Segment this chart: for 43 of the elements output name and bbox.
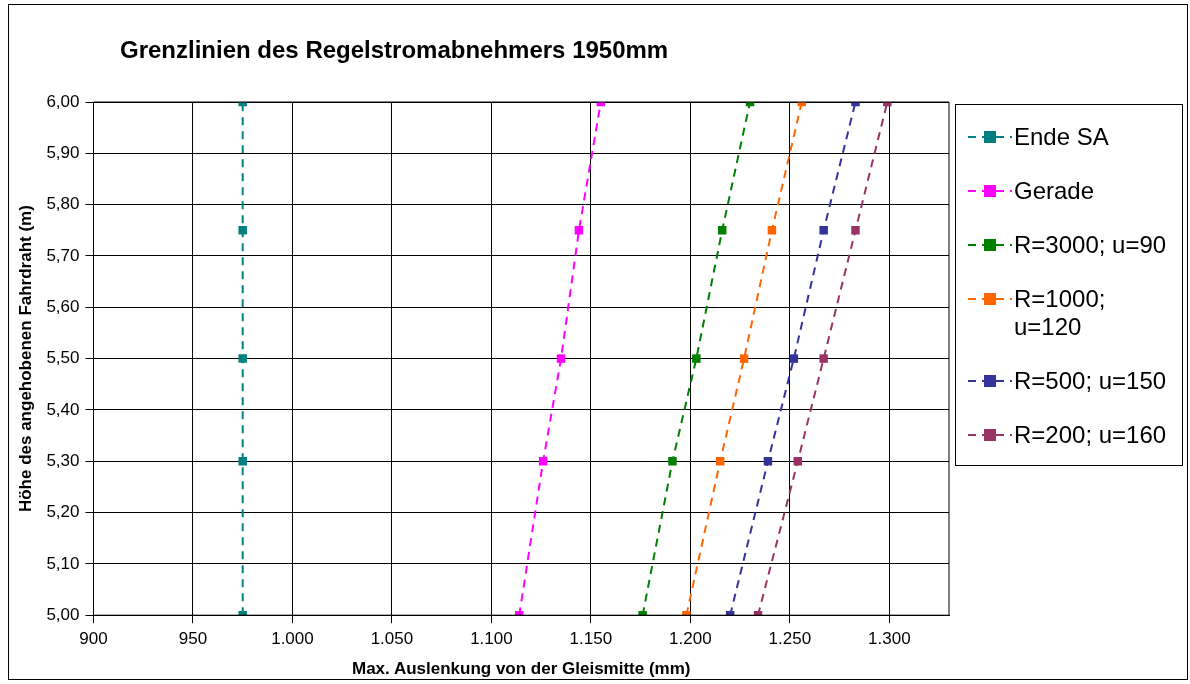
legend-label: R=3000; u=90 [1014, 231, 1168, 259]
y-tick-label: 5,00 [46, 604, 80, 624]
point [767, 226, 777, 235]
point [789, 354, 799, 363]
x-tick-label: 900 [79, 629, 108, 649]
point [556, 354, 566, 363]
x-tick-label: 1.200 [669, 629, 712, 649]
y-tick-label: 5,80 [46, 194, 80, 214]
point [238, 226, 247, 235]
y-axis-title: Höhe des angehobenen Fahrdraht (m) [15, 205, 35, 513]
point [819, 354, 828, 363]
point [692, 354, 701, 363]
y-tick-label: 6,00 [46, 91, 80, 111]
point [739, 354, 749, 363]
x-tick-label: 1.050 [370, 629, 414, 649]
x-tick-label: 1.250 [768, 629, 812, 649]
y-tick-label: 5,30 [46, 450, 80, 470]
legend-label: R=200; u=160 [1014, 421, 1168, 449]
legend-label: Gerade [1014, 177, 1096, 205]
x-tick-label: 950 [178, 629, 208, 649]
y-tick-label: 5,20 [46, 502, 80, 522]
x-tick-label: 1.300 [868, 629, 911, 649]
point [238, 354, 247, 363]
y-tick-label: 5,60 [46, 296, 80, 316]
point [574, 226, 584, 235]
y-tick-label: 5,90 [46, 143, 80, 163]
x-tick-label: 1.000 [271, 629, 314, 649]
point [238, 457, 247, 466]
y-tick-label: 5,40 [46, 399, 80, 419]
x-axis-title: Max. Auslenkung von der Gleismitte (mm) [351, 659, 691, 679]
y-tick-label: 5,70 [46, 245, 80, 265]
legend-label: R=1000; u=120 [1014, 285, 1107, 341]
x-tick-label: 1.150 [569, 629, 613, 649]
y-tick-label: 5,50 [46, 348, 80, 368]
point [819, 226, 828, 235]
point [717, 226, 727, 235]
y-tick-label: 5,10 [46, 553, 80, 573]
x-tick-label: 1.100 [470, 629, 513, 649]
chart-title: Grenzlinien des Regelstromabnehmers 1950mm [120, 36, 669, 64]
legend-label: Ende SA [1014, 123, 1110, 151]
point [668, 457, 677, 466]
legend-label: R=500; u=150 [1014, 367, 1168, 395]
point [851, 226, 860, 235]
